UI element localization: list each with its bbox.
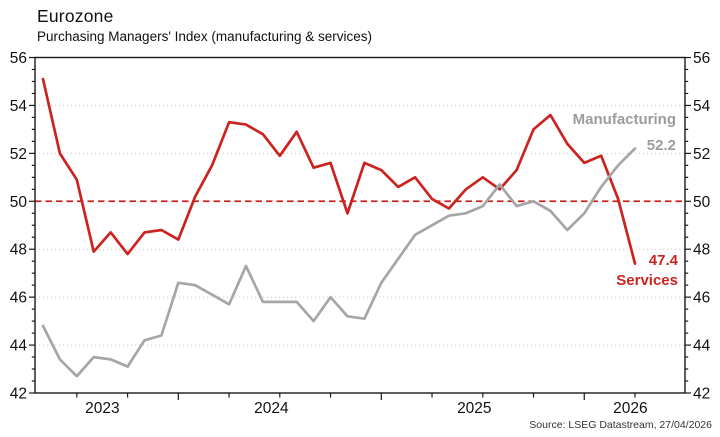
x-year-label: 2025	[457, 400, 491, 417]
y-axis-label-left: 54	[10, 98, 28, 115]
y-axis-label-left: 50	[10, 194, 28, 211]
x-year-label: 2023	[85, 400, 119, 417]
y-axis-label-left: 42	[10, 386, 27, 403]
y-axis-label-left: 52	[10, 146, 27, 163]
y-axis-label-left: 46	[10, 290, 27, 307]
source-note: Source: LSEG Datastream, 27/04/2026	[529, 419, 712, 431]
y-axis-label-right: 48	[693, 242, 710, 259]
y-axis-label-right: 44	[693, 338, 711, 355]
manufacturing-line-label: Manufacturing	[572, 111, 676, 128]
chart-title: Eurozone	[37, 6, 114, 26]
plot-frame	[34, 56, 686, 394]
x-year-label: 2026	[613, 400, 647, 417]
manufacturing-line	[41, 147, 637, 378]
y-axis-label-right: 50	[693, 194, 711, 211]
y-axis-label-left: 48	[10, 242, 27, 259]
y-axis-label-right: 42	[693, 386, 710, 403]
services-latest-value: 47.4	[648, 252, 678, 269]
services-line	[41, 77, 637, 265]
y-axis-label-right: 54	[693, 98, 711, 115]
x-year-label: 2024	[254, 400, 289, 417]
manufacturing-latest-value: 52.2	[646, 137, 676, 154]
y-axis-label-right: 56	[693, 50, 710, 67]
y-axis-label-right: 46	[693, 290, 710, 307]
y-axis-label-left: 44	[10, 338, 28, 355]
chart-subtitle: Purchasing Managers' Index (manufacturin…	[37, 29, 372, 44]
y-axis-label-right: 52	[693, 146, 710, 163]
services-line-label: Services	[616, 272, 678, 289]
y-axis-label-left: 56	[10, 50, 27, 67]
